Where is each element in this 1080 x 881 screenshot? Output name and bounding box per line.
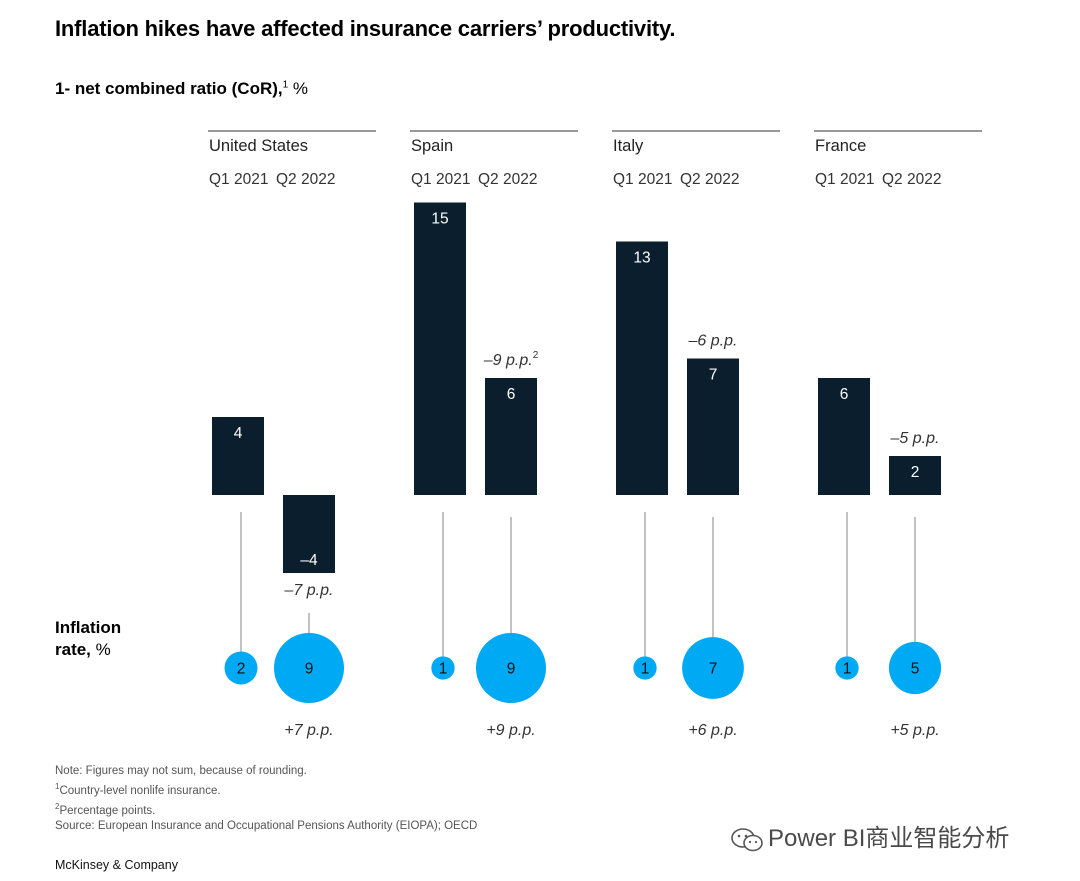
cor-value-label: 6 xyxy=(840,386,849,403)
inflation-value-label: 1 xyxy=(439,661,448,678)
cor-bar xyxy=(616,241,668,495)
cor-value-label: 2 xyxy=(911,464,920,481)
notes: Note: Figures may not sum, because of ro… xyxy=(55,764,477,834)
period-label: Q1 2021 xyxy=(209,171,268,188)
cor-bar xyxy=(485,378,537,495)
period-label: Q1 2021 xyxy=(613,171,672,188)
subtitle-unit: % xyxy=(292,79,309,98)
cor-change-footnote-marker: 2 xyxy=(533,350,539,361)
inflation-value-label: 1 xyxy=(843,661,852,678)
cor-change-label: –9 p.p.2 xyxy=(483,350,539,369)
country-label: United States xyxy=(209,137,308,155)
watermark: Power BI商业智能分析 xyxy=(730,818,1009,853)
footnote-2: 2Percentage points. xyxy=(55,801,156,817)
inflation-bubble xyxy=(476,633,546,703)
cor-value-label: 13 xyxy=(633,250,650,267)
chart-title: Inflation hikes have affected insurance … xyxy=(55,16,676,41)
inflation-bubble xyxy=(431,656,455,680)
period-label: Q2 2022 xyxy=(478,171,537,188)
country-label: France xyxy=(815,137,866,155)
cor-bar xyxy=(818,378,870,495)
source-text: Source: European Insurance and Occupatio… xyxy=(55,819,478,832)
period-label: Q1 2021 xyxy=(411,171,470,188)
inflation-value-label: 9 xyxy=(507,661,516,678)
cor-bar xyxy=(889,456,941,495)
period-label: Q2 2022 xyxy=(882,171,941,188)
cor-value-label: 15 xyxy=(431,211,448,228)
cor-inflation-chart: United States Q1 2021 Q2 2022 4 –4 –7 p.p. 2 9 +… xyxy=(208,130,982,739)
inflation-bubble xyxy=(274,633,344,703)
brand-label: McKinsey & Company xyxy=(55,858,178,872)
period-label: Q2 2022 xyxy=(276,171,335,188)
inflation-bubble xyxy=(224,651,258,685)
inflation-bubble xyxy=(888,641,942,695)
inflation-bubble xyxy=(633,656,657,680)
note-text: Note: Figures may not sum, because of ro… xyxy=(55,765,307,777)
cor-value-label: 4 xyxy=(234,425,243,442)
inflation-value-label: 9 xyxy=(305,661,314,678)
period-label: Q2 2022 xyxy=(680,171,739,188)
footnote-1: 1Country-level nonlife insurance. xyxy=(55,782,221,797)
cor-bar xyxy=(414,202,466,495)
cor-value-label: 6 xyxy=(507,386,516,403)
inflation-rate-label: Inflation rate, % xyxy=(55,617,121,661)
inflation-change-label: +5 p.p. xyxy=(890,722,939,739)
country-label: Spain xyxy=(411,137,453,155)
inflation-label-line1: Inflation xyxy=(55,618,122,637)
inflation-change-label: +6 p.p. xyxy=(688,722,737,739)
subtitle-footnote-marker: 1 xyxy=(282,79,289,91)
chat-bubble-icon xyxy=(731,827,763,851)
cor-value-label: 7 xyxy=(709,367,718,384)
cor-change-label: –7 p.p. xyxy=(284,582,334,599)
chart-subtitle: 1- net combined ratio (CoR),1 % xyxy=(55,79,308,99)
inflation-label-line2: rate, % xyxy=(55,640,111,659)
cor-bar xyxy=(687,358,739,495)
watermark-text: Power BI商业智能分析 xyxy=(768,825,1010,852)
cor-value-label: –4 xyxy=(300,552,318,569)
inflation-change-label: +7 p.p. xyxy=(284,722,333,739)
inflation-value-label: 1 xyxy=(641,661,650,678)
cor-bar xyxy=(283,495,335,573)
inflation-value-label: 2 xyxy=(237,661,246,678)
cor-bar xyxy=(212,417,264,495)
subtitle-text: 1- net combined ratio (CoR), xyxy=(55,79,283,98)
inflation-change-label: +9 p.p. xyxy=(486,722,535,739)
period-label: Q1 2021 xyxy=(815,171,874,188)
cor-change-label: –6 p.p. xyxy=(688,333,738,350)
inflation-value-label: 5 xyxy=(911,661,920,678)
cor-change-label: –5 p.p. xyxy=(890,430,940,447)
country-label: Italy xyxy=(613,137,644,155)
inflation-bubble xyxy=(682,637,744,699)
inflation-value-label: 7 xyxy=(709,661,718,678)
inflation-bubble xyxy=(835,656,859,680)
